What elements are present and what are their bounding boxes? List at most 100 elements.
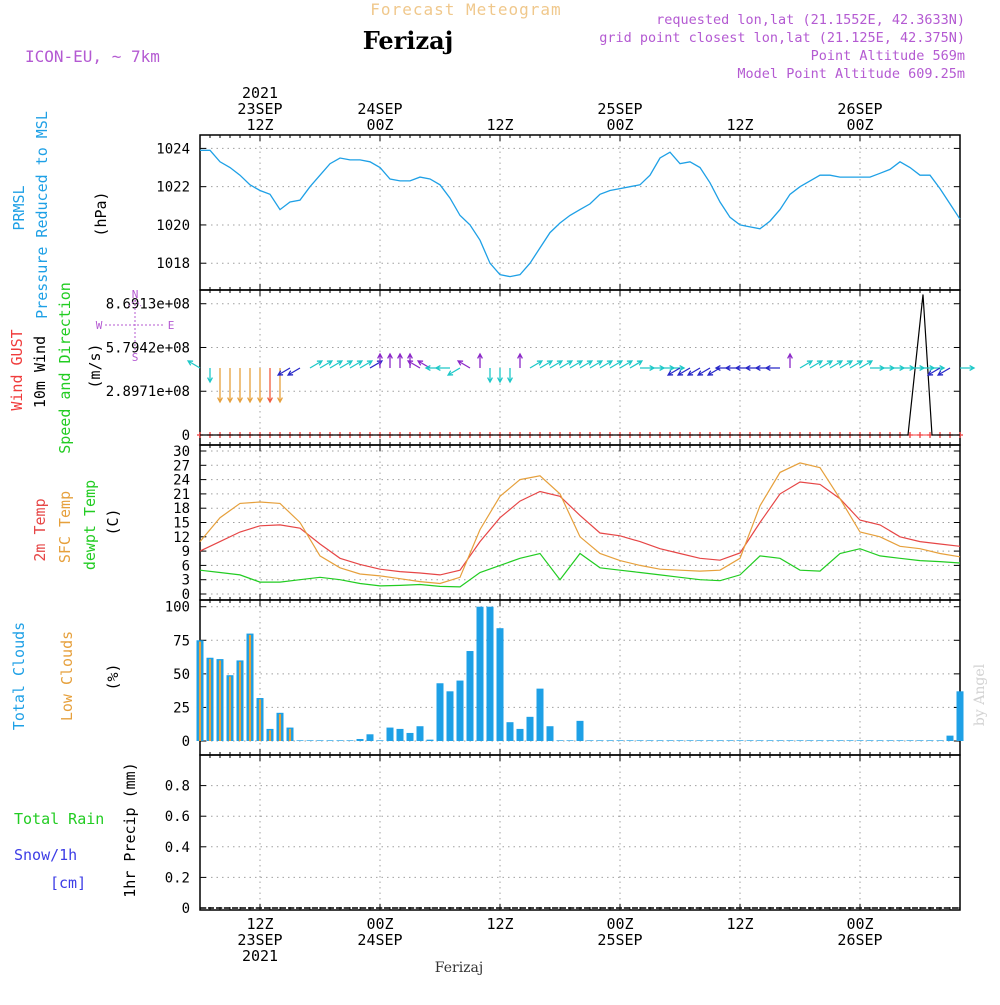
total-cloud-bar (736, 740, 744, 741)
low-cloud-bar (218, 660, 222, 741)
total-cloud-bar (756, 740, 764, 741)
temp-tick-label: 6 (182, 558, 190, 574)
total-cloud-bar (546, 726, 554, 741)
temp2m-label: 2m Temp (31, 498, 49, 561)
temp-tick-label: 15 (173, 516, 190, 532)
wind-arrow (764, 365, 780, 371)
wind-arrow (507, 368, 513, 384)
total-cloud-bar (486, 606, 494, 741)
top-time-label: 12Z (486, 116, 513, 134)
wind-tick-label: 2.8971e+08 (106, 384, 190, 400)
rain-label: Total Rain (14, 810, 104, 828)
total-cloud-bar (346, 740, 354, 741)
top-time-label: 23SEP (237, 100, 282, 118)
low-cloud-bar (208, 659, 212, 741)
wind-arrow (930, 365, 946, 371)
wind-arrow (497, 368, 503, 384)
temp-tick-label: 18 (173, 501, 190, 517)
wind-arrow (559, 360, 574, 369)
wind-arrow (629, 360, 644, 369)
temp-tick-label: 27 (173, 458, 190, 474)
wind-arrow (539, 360, 554, 369)
bottom-time-label: 26SEP (837, 931, 882, 949)
total-cloud-bar (646, 740, 654, 741)
pressure-tick-label: 1020 (156, 218, 190, 234)
bottom-time-label: 12Z (246, 915, 273, 933)
wind-arrow (227, 368, 233, 404)
total-cloud-bar (806, 740, 814, 741)
total-cloud-bar (566, 740, 574, 741)
total-cloud-bar (656, 740, 664, 741)
low-cloud-bar (248, 634, 252, 741)
total-cloud-bar (456, 680, 464, 741)
total-cloud-bar (706, 740, 714, 741)
pressure-tick-label: 1024 (156, 141, 190, 157)
point-altitude: Point Altitude 569m (811, 48, 965, 64)
total-cloud-bar (696, 740, 704, 741)
total-cloud-bar (296, 740, 304, 741)
top-time-label: 25SEP (597, 100, 642, 118)
pressure-line (200, 149, 961, 278)
sfc-temp-line (199, 462, 961, 585)
total-cloud-bar (746, 740, 754, 741)
total-cloud-bar (436, 683, 444, 741)
total-cloud-bar (496, 628, 504, 741)
wind-arrow (569, 360, 584, 369)
compass-arrows (105, 299, 165, 350)
total-cloud-bar (576, 720, 584, 741)
wind-arrow (359, 360, 374, 369)
wind-arrow (859, 360, 874, 369)
wind-arrow (434, 365, 450, 371)
wind-arrow (787, 352, 793, 368)
wind-tick-label: 5.7942e+08 (106, 340, 190, 356)
top-time-label: 26SEP (837, 100, 882, 118)
bottom-time-label: 00Z (606, 915, 633, 933)
gridpoint-coords: grid point closest lon,lat (21.125E, 42.… (599, 30, 965, 46)
wind-arrow (599, 360, 614, 369)
bottom-time-label: 23SEP (237, 931, 282, 949)
wind-arrow (829, 360, 844, 369)
total-cloud-bar (636, 740, 644, 741)
wind-arrow (666, 367, 681, 376)
low-cloud-bar (228, 676, 232, 741)
wind-arrow (186, 360, 201, 369)
bottom-time-label: 2021 (242, 947, 278, 965)
total-cloud-bar (586, 740, 594, 741)
wind-arrow (456, 360, 471, 369)
wind-arrow (406, 360, 421, 369)
total-cloud-bar (516, 728, 524, 741)
wind-arrow (319, 360, 334, 369)
pressure-label: PRMSL (10, 185, 28, 230)
wind-arrow (529, 360, 544, 369)
wind-arrow (589, 360, 604, 369)
bottom-time-label: 12Z (486, 915, 513, 933)
top-time-label: 12Z (726, 116, 753, 134)
total-cloud-bar (306, 740, 314, 741)
panel-frame-0 (199, 134, 961, 291)
total-cloud-bar (616, 740, 624, 741)
total-cloud-bar (426, 739, 434, 741)
total-cloud-bar (816, 740, 824, 741)
total-cloud-bar (906, 740, 914, 741)
cloud-panel-labels: Total Clouds Low Clouds (%) (10, 622, 122, 730)
wind-label: 10m Wind (31, 336, 49, 408)
low-cloud-label: Low Clouds (58, 631, 76, 721)
wind-arrow (849, 360, 864, 369)
panel-frame-4 (199, 754, 961, 911)
top-time-label: 24SEP (357, 100, 402, 118)
snow-label: Snow/1h (14, 846, 77, 864)
product-title: Forecast Meteogram (370, 0, 561, 19)
total-cloud-bar (596, 740, 604, 741)
wind-arrow (267, 368, 273, 404)
cloud-unit: (%) (104, 663, 122, 690)
wind-arrow (696, 367, 711, 376)
temp-tick-label: 3 (182, 573, 190, 589)
total-cloud-bar (396, 728, 404, 741)
total-cloud-bar (726, 740, 734, 741)
watermark: by Angel (972, 663, 988, 726)
pressure-tick-label: 1022 (156, 180, 190, 196)
total-cloud-bar (876, 740, 884, 741)
wind-arrow (676, 367, 691, 376)
total-cloud-bar (556, 740, 564, 741)
wind-tick-label: 0 (182, 428, 190, 444)
